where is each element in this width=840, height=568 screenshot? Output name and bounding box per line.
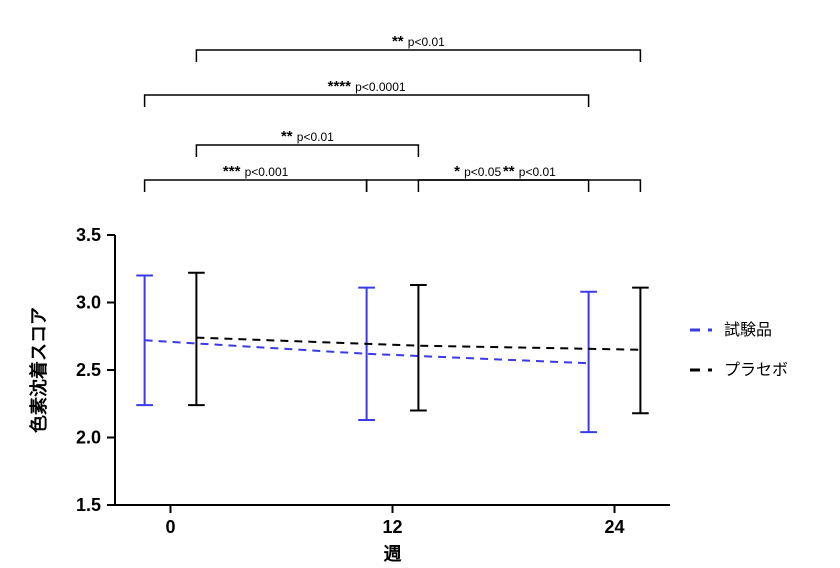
sig-label: **** p<0.0001 [328, 78, 406, 95]
y-axis-title: 色素沈着スコア [28, 307, 49, 433]
x-tick-label: 0 [165, 517, 175, 537]
chart-container: { "chart": { "type": "line-errorbar", "w… [0, 0, 840, 568]
sig-bracket [196, 145, 418, 157]
sig-label: * p<0.05 [454, 163, 501, 180]
x-tick-label: 24 [604, 517, 624, 537]
y-tick-label: 2.0 [76, 428, 101, 448]
sig-label: ** p<0.01 [503, 163, 556, 180]
sig-label: *** p<0.001 [223, 163, 289, 180]
sig-label: ** p<0.01 [392, 33, 445, 50]
y-tick-label: 3.0 [76, 293, 101, 313]
sig-bracket [196, 50, 640, 62]
x-tick-label: 12 [382, 517, 402, 537]
legend-label: プラセボ [724, 361, 788, 379]
sig-bracket [145, 95, 589, 107]
legend-label: 試験品 [724, 321, 772, 339]
sig-label: ** p<0.01 [281, 128, 334, 145]
sig-bracket [418, 180, 640, 192]
y-tick-label: 2.5 [76, 360, 101, 380]
x-axis-title: 週 [384, 544, 402, 564]
y-tick-label: 3.5 [76, 225, 101, 245]
sig-bracket [145, 180, 367, 192]
y-tick-label: 1.5 [76, 495, 101, 515]
sig-bracket [367, 180, 589, 192]
chart-svg: 1.5 2.0 2.5 3.0 3.5 0 12 24 週 色素沈着スコア ** p<0.01 ***… [0, 0, 840, 568]
